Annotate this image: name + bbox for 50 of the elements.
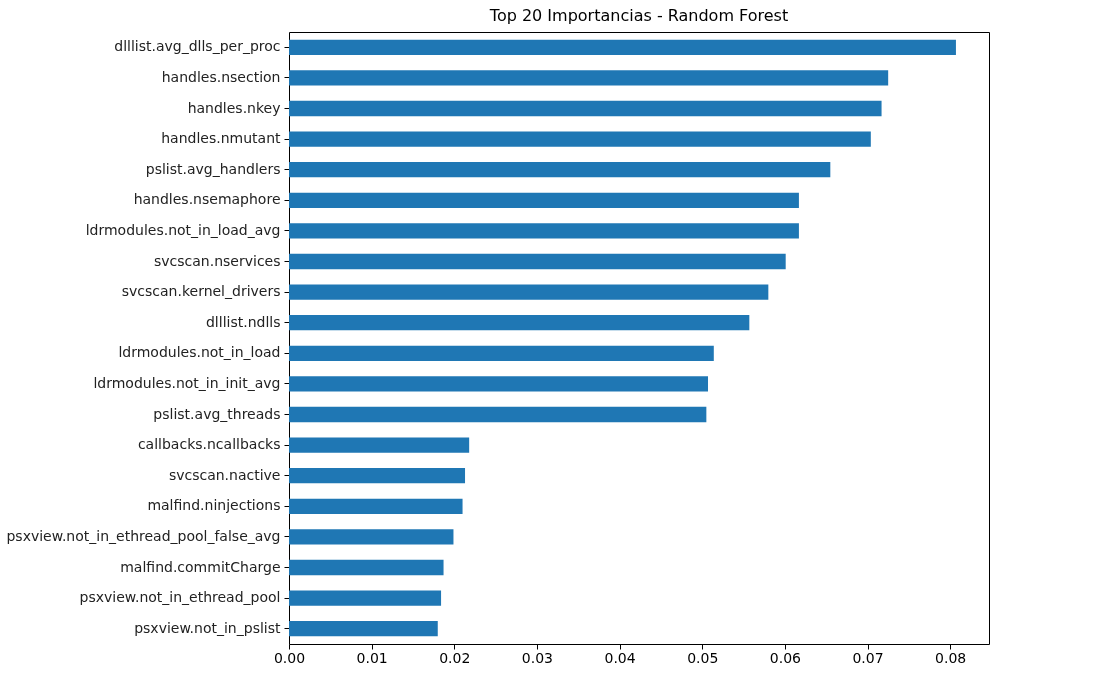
y-tick-label: pslist.avg_handlers (145, 160, 281, 177)
chart-title: Top 20 Importancias - Random Forest (488, 6, 789, 25)
y-tick-label: callbacks.ncallbacks (137, 436, 281, 453)
x-tick-label: 0.05 (687, 649, 719, 666)
bar (289, 621, 438, 637)
y-tick-label: handles.nmutant (161, 130, 281, 147)
y-tick-label: handles.nsemaphore (133, 191, 281, 208)
x-tick-label: 0.06 (769, 649, 802, 666)
bar (289, 162, 831, 178)
x-tick-label: 0.07 (852, 649, 884, 666)
y-tick-label: svcscan.nservices (154, 252, 281, 269)
y-tick-label: ldrmodules.not_in_init_avg (93, 374, 281, 391)
y-tick-label: psxview.not_in_ethread_pool_false_avg (6, 527, 281, 544)
bar (289, 590, 442, 606)
x-tick-label: 0.03 (521, 649, 554, 666)
y-tick-label: svcscan.nactive (168, 466, 281, 483)
bar (289, 468, 466, 484)
bar (289, 39, 956, 55)
bar (289, 498, 463, 514)
y-tick-label: pslist.avg_threads (153, 405, 281, 422)
bar (289, 70, 889, 86)
x-tick-label: 0.02 (439, 649, 471, 666)
y-tick-label: dlllist.ndlls (205, 313, 281, 330)
y-tick-label: handles.nkey (187, 99, 281, 116)
y-tick-label: psxview.not_in_ethread_pool (79, 589, 281, 606)
bar (289, 437, 470, 453)
x-tick-label: 0.01 (356, 649, 388, 666)
y-tick-label: ldrmodules.not_in_load (118, 344, 281, 361)
bar (289, 100, 882, 117)
bar (289, 192, 799, 208)
bar (289, 253, 786, 270)
bar (289, 559, 444, 576)
bar (289, 529, 454, 545)
y-tick-label: malfind.commitCharge (120, 558, 281, 575)
bar (289, 345, 714, 361)
bar (289, 284, 769, 300)
bar (289, 315, 750, 331)
bar (289, 223, 799, 239)
bar (289, 406, 707, 423)
y-tick-label: ldrmodules.not_in_load_avg (85, 221, 281, 238)
y-tick-label: psxview.not_in_pslist (134, 619, 281, 636)
bar (289, 376, 709, 392)
y-tick-label: handles.nsection (161, 68, 281, 85)
y-tick-label: malfind.ninjections (147, 497, 281, 514)
y-tick-label: svcscan.kernel_drivers (121, 283, 281, 300)
x-tick-label: 0.08 (935, 649, 967, 666)
bar (289, 131, 871, 147)
y-tick-label: dlllist.avg_dlls_per_proc (114, 38, 281, 55)
x-tick-label: 0.00 (273, 649, 306, 666)
x-tick-label: 0.04 (604, 649, 636, 666)
